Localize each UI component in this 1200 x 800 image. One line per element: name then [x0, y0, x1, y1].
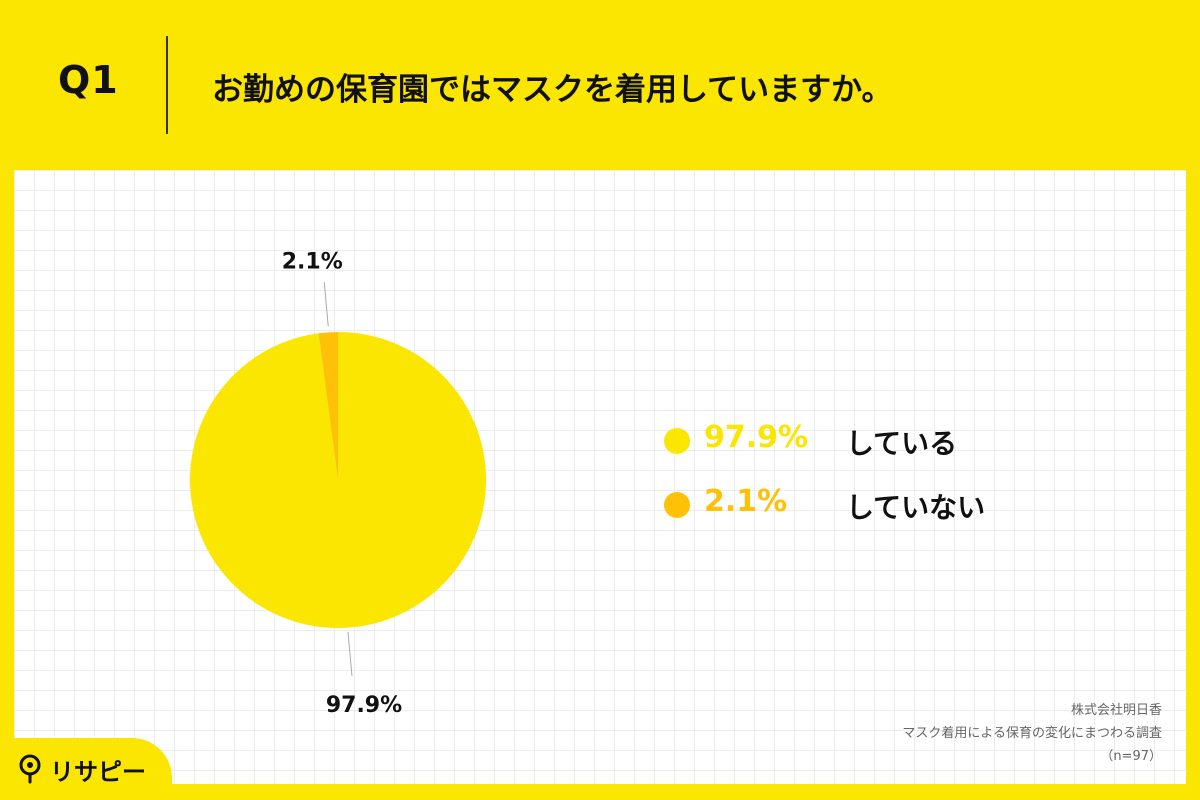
source-survey: マスク着用による保育の変化にまつわる調査	[902, 726, 1162, 741]
source-sample: （n=97）	[1100, 749, 1162, 764]
chart-panel: 2.1% 97.9% 97.9% している 2.1% していない 株式会社明日香 …	[14, 170, 1186, 784]
legend-item-no: 2.1% していない	[664, 484, 1064, 524]
legend-swatch-no	[664, 492, 690, 518]
pie-label-no: 2.1%	[282, 249, 343, 274]
question-number: Q1	[58, 58, 119, 102]
header: Q1 お勤めの保育園ではマスクを着用していますか。	[0, 0, 1200, 170]
logo-tab	[0, 738, 172, 800]
source-note: 株式会社明日香 マスク着用による保育の変化にまつわる調査 （n=97）	[902, 699, 1162, 768]
legend-item-yes: 97.9% している	[664, 420, 1064, 460]
pie-slice-no	[318, 332, 338, 480]
pie-label-yes: 97.9%	[326, 693, 402, 718]
legend-value-no: 2.1%	[704, 484, 788, 519]
legend-label-yes: している	[846, 427, 958, 460]
legend-value-yes: 97.9%	[704, 420, 809, 455]
legend-swatch-yes	[664, 428, 690, 454]
pin-logo-icon	[19, 754, 41, 784]
pie-leader-yes	[347, 631, 353, 677]
header-divider	[166, 36, 168, 134]
source-company: 株式会社明日香	[1070, 703, 1162, 718]
logo-text: リサピー	[50, 757, 146, 786]
pie-leader-no	[323, 282, 329, 327]
legend-label-no: していない	[846, 491, 986, 524]
question-title: お勤めの保育園ではマスクを着用していますか。	[212, 72, 893, 108]
pie-chart: 2.1% 97.9%	[190, 249, 487, 718]
logo: リサピー	[18, 752, 146, 786]
